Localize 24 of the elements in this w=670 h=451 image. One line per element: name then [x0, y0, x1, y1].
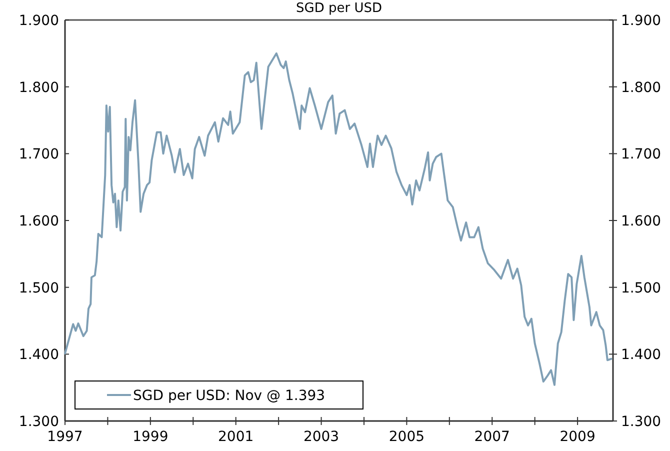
x-tick-label: 2007	[474, 429, 510, 445]
y2-tick-label: 1.600	[621, 214, 662, 230]
x-tick-label: 2009	[560, 429, 596, 445]
y-tick-label: 1.700	[18, 146, 59, 163]
y-tick-label: 1.900	[18, 13, 59, 29]
y-tick-label: 1.600	[18, 214, 59, 230]
y2-tick-label: 1.400	[621, 347, 662, 364]
x-tick-label: 2001	[218, 429, 254, 445]
y2-tick-label: 1.700	[621, 146, 662, 163]
x-tick-label: 2005	[388, 429, 425, 445]
line-series	[64, 52, 612, 386]
y-tick-label: 1.400	[18, 347, 59, 364]
x-tick-label: 1999	[132, 429, 168, 445]
legend-label: SGD per USD: Nov @ 1.393	[133, 388, 326, 404]
y2-tick-label: 1.900	[621, 13, 662, 29]
x-tick-label: 2003	[303, 429, 340, 445]
y2-tick-label: 1.500	[621, 280, 662, 296]
y-tick-label: 1.500	[18, 280, 59, 296]
y-tick-label: 1.800	[18, 80, 59, 96]
x-tick-label: 1997	[47, 429, 83, 445]
y2-tick-label: 1.300	[621, 414, 662, 430]
y2-tick-label: 1.800	[621, 80, 662, 96]
y-tick-label: 1.300	[18, 414, 59, 430]
chart-title: SGD per USD	[296, 1, 382, 16]
